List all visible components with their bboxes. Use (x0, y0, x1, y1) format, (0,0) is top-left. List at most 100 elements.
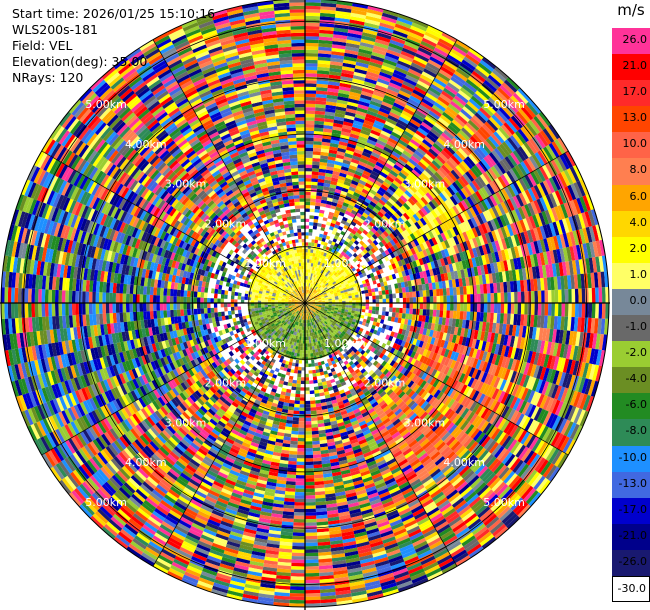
radar-cell (327, 88, 339, 93)
radar-cell (394, 99, 407, 108)
radar-cell (365, 164, 374, 171)
radar-cell (308, 290, 310, 294)
radar-cell (324, 118, 335, 123)
radar-cell (344, 210, 351, 216)
radar-cell (581, 303, 586, 318)
radar-cell (313, 222, 318, 227)
radar-cell (598, 287, 603, 303)
radar-cell (352, 176, 360, 183)
radar-cell (335, 304, 339, 307)
radar-cell (315, 260, 319, 265)
radar-cell (309, 218, 314, 223)
radar-cell (595, 303, 599, 319)
radar-cell (370, 55, 385, 63)
radar-cell (308, 228, 313, 233)
radar-cell (355, 185, 364, 192)
radar-cell (328, 239, 333, 245)
radar-cell (305, 113, 315, 118)
radar-cell (378, 306, 383, 312)
radar-cell (323, 252, 327, 257)
radar-cell (406, 297, 410, 303)
radar-cell (314, 270, 318, 275)
radar-cell (337, 179, 345, 185)
radar-cell (365, 142, 376, 149)
radar-cell (305, 86, 317, 91)
radar-cell (405, 292, 410, 298)
radar-cell (323, 182, 331, 188)
radar-cell (319, 161, 328, 167)
radar-cell (309, 290, 312, 294)
radar-cell (336, 99, 348, 105)
radar-cell (347, 139, 358, 146)
radar-cell (350, 84, 363, 91)
radar-cell (311, 284, 314, 288)
radar-cell (319, 29, 334, 35)
radar-cell (450, 295, 454, 303)
radar-cell (379, 22, 395, 30)
radar-cell (362, 170, 371, 177)
radar-cell (558, 289, 562, 303)
radar-cell (361, 293, 366, 297)
radar-cell (335, 154, 345, 160)
radar-cell (312, 161, 320, 166)
radar-cell (306, 276, 308, 280)
radar-cell (305, 157, 313, 162)
radar-cell (385, 294, 390, 299)
radar-cell (403, 44, 418, 54)
radar-cell (391, 105, 404, 114)
radar-cell (305, 164, 313, 169)
radar-cell (395, 307, 400, 313)
radar-cell (333, 213, 339, 218)
radar-cell (308, 238, 312, 243)
radar-cell (312, 158, 321, 162)
radar-cell (338, 86, 351, 92)
radar-cell (348, 164, 358, 171)
radar-cell (385, 289, 389, 295)
radar-cell (355, 297, 359, 301)
radar-cell (319, 244, 324, 249)
radar-cell (361, 90, 373, 98)
radar-cell (305, 56, 318, 61)
radar-cell (323, 125, 333, 130)
radar-cell (381, 290, 386, 295)
radar-cell (309, 287, 312, 291)
radar-cell (332, 34, 348, 40)
radar-cell (383, 124, 394, 132)
radar-cell (380, 104, 392, 112)
radar-cell (360, 129, 371, 136)
radar-cell (311, 242, 315, 247)
radar-cell (330, 205, 337, 210)
radar-cell (306, 293, 308, 297)
radar-cell (313, 147, 322, 152)
radar-cell (343, 198, 351, 205)
radar-cell (318, 269, 322, 273)
radar-cell (332, 41, 347, 47)
radar-cell (307, 255, 310, 260)
radar-cell (544, 303, 549, 316)
radar-cell (385, 311, 389, 317)
radar-cell (419, 303, 424, 310)
radar-cell (338, 175, 346, 181)
radar-cell (514, 291, 518, 303)
radar-cell (325, 235, 331, 240)
radar-cell (524, 291, 528, 303)
radar-cell (395, 20, 412, 29)
radar-cell (333, 167, 341, 173)
radar-cell (382, 294, 386, 299)
radar-cell (305, 181, 312, 185)
radar-cell (544, 290, 549, 303)
radar-cell (316, 243, 321, 248)
radar-cell (393, 69, 407, 78)
radar-cell (332, 126, 343, 132)
radar-cell (305, 96, 316, 101)
radar-cell (352, 2, 369, 9)
radar-cell (313, 131, 323, 135)
radar-cell (412, 308, 417, 315)
radar-cell (333, 122, 343, 128)
radar-cell (329, 236, 334, 242)
radar-cell (324, 238, 330, 244)
radar-cell (311, 259, 315, 264)
radar-cell (328, 152, 337, 158)
radar-cell (334, 160, 343, 166)
radar-cell (380, 130, 391, 138)
